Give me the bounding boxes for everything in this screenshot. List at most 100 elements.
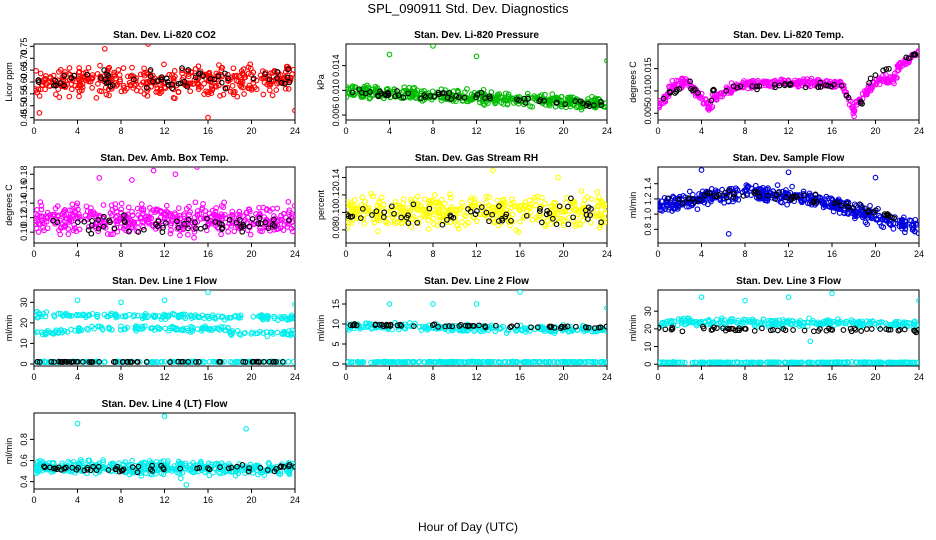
data-point: [529, 104, 536, 110]
data-point: [498, 325, 504, 332]
data-point: [376, 217, 383, 224]
data-point: [838, 202, 845, 209]
data-point: [290, 359, 295, 365]
data-point: [394, 88, 400, 94]
data-point: [594, 206, 601, 213]
outlier-point: [785, 294, 792, 300]
data-point: [419, 323, 426, 330]
x-tick-label: 4: [699, 249, 704, 259]
x-tick-label: 20: [558, 372, 568, 382]
data-point: [672, 90, 678, 96]
data-point: [534, 324, 541, 331]
data-point: [85, 326, 92, 333]
data-point: [95, 217, 102, 223]
data-point: [158, 76, 165, 83]
data-point: [194, 218, 201, 225]
data-point: [227, 88, 234, 95]
panel-title: Stan. Dev. Line 3 Flow: [736, 276, 841, 287]
data-point: [452, 359, 459, 365]
outlier-point: [74, 297, 81, 304]
data-point: [373, 208, 380, 215]
outlier-point: [916, 297, 919, 304]
data-point: [265, 225, 272, 232]
data-point: [275, 317, 281, 323]
data-point: [57, 80, 64, 86]
data-point: [396, 203, 402, 209]
data-point: [100, 223, 107, 230]
data-point: [394, 219, 401, 225]
data-point: [129, 208, 135, 215]
data-point: [219, 226, 225, 232]
data-point: [748, 359, 755, 366]
data-point: [722, 189, 729, 196]
data-point: [284, 74, 291, 81]
data-point: [177, 232, 183, 239]
data-point: [494, 91, 501, 98]
series-all: [658, 167, 919, 237]
figure-title: SPL_090911 Std. Dev. Diagnostics: [367, 1, 569, 16]
data-point: [246, 206, 253, 213]
data-point: [140, 207, 147, 214]
data-point: [35, 229, 42, 235]
data-point: [222, 85, 229, 92]
data-point: [89, 85, 95, 91]
data-point: [697, 359, 704, 366]
data-point: [346, 94, 350, 100]
data-point: [194, 208, 201, 214]
data-point: [42, 313, 49, 320]
data-point: [265, 313, 272, 320]
data-point: [687, 78, 693, 85]
x-tick-label: 0: [343, 126, 348, 136]
data-point: [351, 197, 358, 203]
data-point: [54, 213, 61, 220]
data-point: [911, 321, 918, 328]
data-point: [755, 77, 761, 84]
data-point: [175, 205, 182, 211]
data-point: [527, 204, 534, 211]
data-point: [508, 217, 514, 224]
data-point: [255, 221, 262, 227]
x-tick-label: 24: [290, 372, 300, 382]
data-point: [35, 86, 42, 93]
data-point: [691, 199, 698, 205]
data-point: [420, 212, 427, 218]
data-point: [603, 323, 607, 330]
data-point: [215, 73, 222, 80]
data-point: [765, 82, 772, 89]
data-point: [872, 81, 879, 88]
data-point: [246, 85, 253, 92]
outlier-point: [698, 294, 705, 300]
data-point: [603, 104, 607, 110]
data-point: [550, 359, 557, 365]
data-point: [137, 71, 144, 78]
data-point: [286, 79, 293, 86]
data-point: [462, 221, 469, 228]
data-point: [212, 83, 219, 89]
data-point: [801, 319, 807, 326]
data-point: [502, 213, 509, 220]
data-point: [107, 312, 114, 319]
data-point: [493, 322, 499, 329]
data-point: [161, 61, 167, 68]
data-point: [346, 219, 352, 226]
data-point: [877, 359, 883, 366]
data-point: [125, 204, 132, 211]
data-point: [542, 223, 549, 229]
data-point: [98, 324, 105, 330]
data-point: [819, 359, 826, 366]
data-point: [56, 94, 63, 100]
y-tick-label: 15: [331, 299, 341, 309]
data-point: [541, 97, 548, 104]
data-point: [421, 196, 428, 203]
data-point: [175, 224, 182, 231]
data-point: [199, 312, 206, 319]
y-axis-label: ml/min: [316, 315, 326, 342]
data-point: [734, 84, 741, 91]
data-point: [115, 67, 122, 73]
data-point: [104, 231, 111, 237]
data-point: [426, 198, 433, 204]
data-point: [187, 209, 193, 215]
data-point: [564, 323, 571, 330]
data-point: [349, 89, 356, 96]
